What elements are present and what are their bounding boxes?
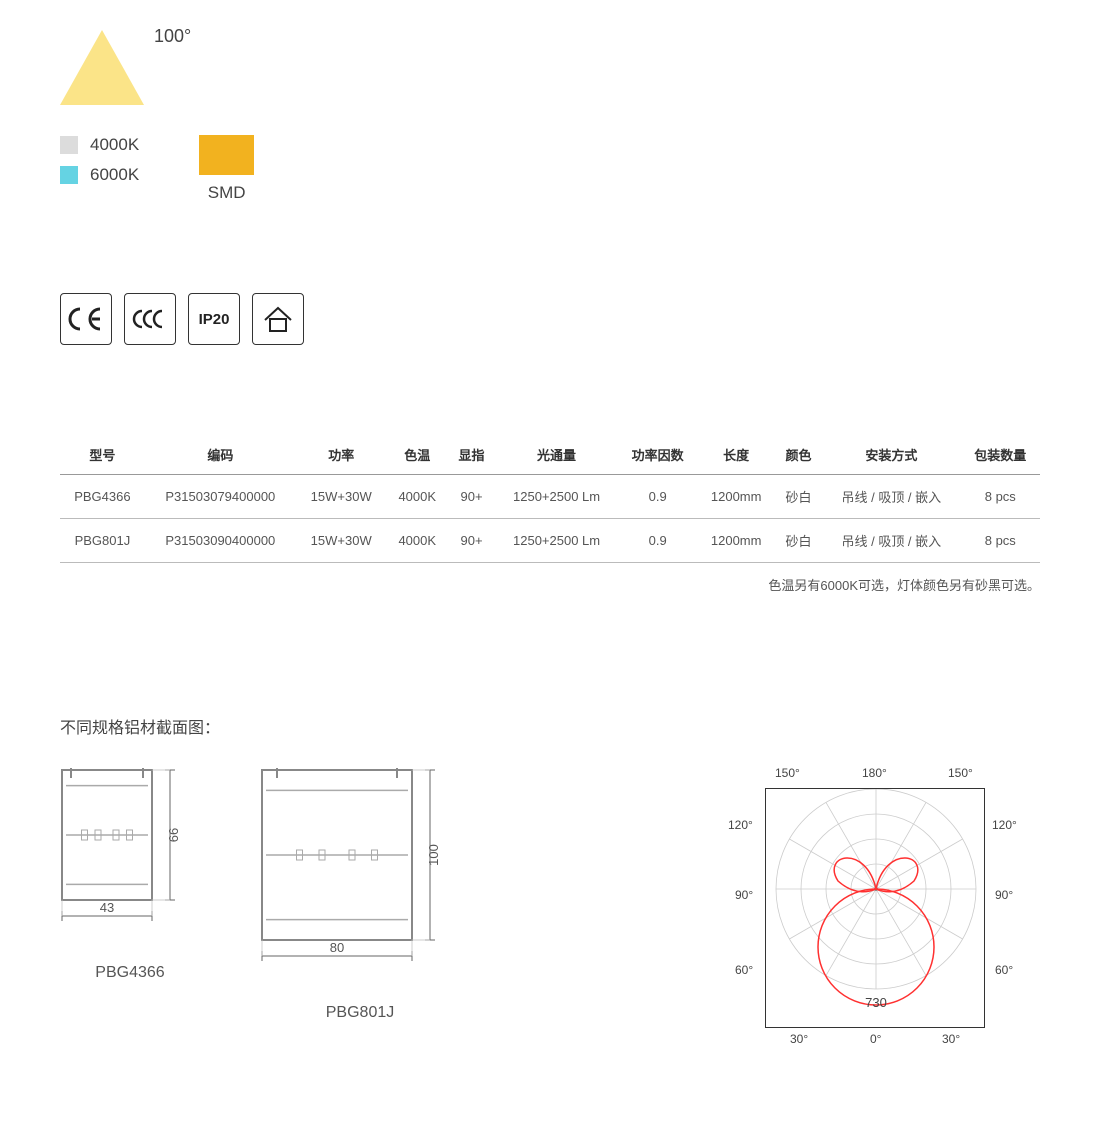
ce-icon <box>60 293 112 345</box>
polar-box: 730 <box>765 788 985 1028</box>
table-cell: 90+ <box>448 519 495 563</box>
profile-diagram: 66 43 PBG4366 <box>60 768 200 982</box>
profile-svg: 100 80 <box>260 768 460 978</box>
table-cell: 8 pcs <box>961 519 1040 563</box>
table-header: 安装方式 <box>822 435 960 475</box>
polar-angle-label: 180° <box>862 766 887 780</box>
table-cell: PBG801J <box>60 519 145 563</box>
table-header: 光通量 <box>495 435 618 475</box>
cct-label: 6000K <box>90 165 139 185</box>
polar-angle-label: 60° <box>995 963 1013 977</box>
beam-triangle-icon <box>60 30 144 105</box>
ip20-icon: IP20 <box>188 293 240 345</box>
polar-chart: 150° 180° 150° 120° 120° 90° 90° 60° 60°… <box>710 768 1040 1048</box>
table-header: 型号 <box>60 435 145 475</box>
beam-angle-label: 100° <box>154 26 191 47</box>
svg-text:730: 730 <box>865 995 887 1010</box>
table-cell: 15W+30W <box>296 475 387 519</box>
table-cell: 1200mm <box>697 475 775 519</box>
profile-label: PBG801J <box>326 1004 394 1022</box>
table-cell: 4000K <box>387 475 448 519</box>
beam-angle-icon: 100° <box>60 28 1040 105</box>
table-cell: PBG4366 <box>60 475 145 519</box>
polar-angle-label: 150° <box>948 766 973 780</box>
polar-angle-label: 30° <box>942 1032 960 1046</box>
certification-row: IP20 <box>60 293 1040 345</box>
table-cell: 1200mm <box>697 519 775 563</box>
table-header: 颜色 <box>775 435 822 475</box>
table-cell: P31503079400000 <box>145 475 296 519</box>
table-cell: 0.9 <box>618 475 697 519</box>
table-cell: 砂白 <box>775 475 822 519</box>
table-header: 色温 <box>387 435 448 475</box>
profile-label: PBG4366 <box>95 964 164 982</box>
polar-angle-label: 60° <box>735 963 753 977</box>
icon-legend: 100° 4000K 6000K SMD <box>60 28 1040 203</box>
cct-label: 4000K <box>90 135 139 155</box>
svg-text:80: 80 <box>330 940 344 955</box>
table-header: 包装数量 <box>961 435 1040 475</box>
section-title: 不同规格铝材截面图： <box>60 714 1040 738</box>
polar-angle-label: 0° <box>870 1032 881 1046</box>
table-header: 长度 <box>697 435 775 475</box>
table-cell: 90+ <box>448 475 495 519</box>
table-cell: P31503090400000 <box>145 519 296 563</box>
table-header: 功率因数 <box>618 435 697 475</box>
table-row: PBG4366P3150307940000015W+30W4000K90+125… <box>60 475 1040 519</box>
profile-svg: 66 43 <box>60 768 200 938</box>
cct-item: 4000K <box>60 135 139 155</box>
table-cell: 砂白 <box>775 519 822 563</box>
table-cell: 吊线 / 吸顶 / 嵌入 <box>822 475 960 519</box>
table-cell: 1250+2500 Lm <box>495 475 618 519</box>
ccc-icon <box>124 293 176 345</box>
polar-angle-label: 30° <box>790 1032 808 1046</box>
profile-diagram: 100 80 PBG801J <box>260 768 460 1022</box>
cct-item: 6000K <box>60 165 139 185</box>
polar-angle-label: 90° <box>995 888 1013 902</box>
svg-text:43: 43 <box>100 900 114 915</box>
svg-text:66: 66 <box>166 828 181 842</box>
table-cell: 吊线 / 吸顶 / 嵌入 <box>822 519 960 563</box>
polar-angle-label: 120° <box>728 818 753 832</box>
smd-icon <box>199 135 254 175</box>
table-header: 功率 <box>296 435 387 475</box>
table-cell: 4000K <box>387 519 448 563</box>
table-cell: 8 pcs <box>961 475 1040 519</box>
table-header: 编码 <box>145 435 296 475</box>
table-header: 显指 <box>448 435 495 475</box>
smd-label: SMD <box>208 183 246 203</box>
table-header-row: 型号 编码 功率 色温 显指 光通量 功率因数 长度 颜色 安装方式 包装数量 <box>60 435 1040 475</box>
cct-swatch-icon <box>60 166 78 184</box>
polar-angle-label: 120° <box>992 818 1017 832</box>
smd-legend: SMD <box>199 135 254 203</box>
table-cell: 15W+30W <box>296 519 387 563</box>
table-cell: 0.9 <box>618 519 697 563</box>
spec-table: 型号 编码 功率 色温 显指 光通量 功率因数 长度 颜色 安装方式 包装数量 … <box>60 435 1040 563</box>
svg-text:100: 100 <box>426 844 441 866</box>
polar-angle-label: 90° <box>735 888 753 902</box>
table-row: PBG801JP3150309040000015W+30W4000K90+125… <box>60 519 1040 563</box>
polar-svg: 730 <box>766 789 986 1029</box>
cct-legend: 4000K 6000K <box>60 135 139 185</box>
polar-angle-label: 150° <box>775 766 800 780</box>
table-cell: 1250+2500 Lm <box>495 519 618 563</box>
table-note: 色温另有6000K可选，灯体颜色另有砂黑可选。 <box>60 575 1040 594</box>
indoor-icon <box>252 293 304 345</box>
cct-swatch-icon <box>60 136 78 154</box>
